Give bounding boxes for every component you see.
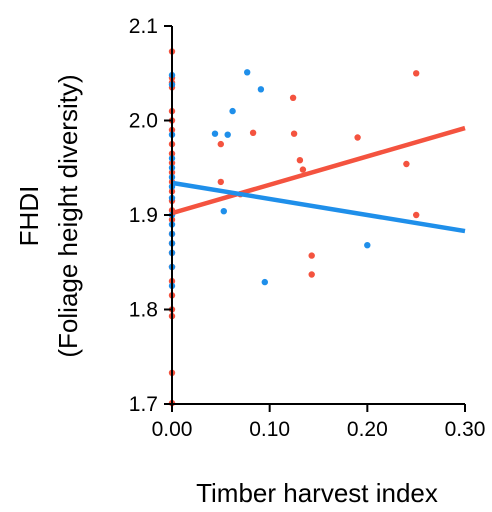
data-point-series-1 (217, 178, 224, 186)
y-tick-label: 1.7 (129, 393, 158, 416)
data-point-series-1 (403, 160, 410, 168)
data-point-series-2 (257, 86, 265, 93)
x-tick-label: 0.20 (347, 418, 388, 441)
data-point-series-1 (290, 130, 298, 137)
data-point-series-1 (308, 252, 315, 259)
y-axis-title-line-1: FHDI (14, 186, 44, 247)
data-point-series-2 (211, 130, 219, 137)
x-tick-label: 0.00 (152, 418, 193, 441)
points-layer (168, 48, 420, 407)
y-axis-title-line-2: (Foliage height diversity) (53, 74, 83, 357)
y-tick-label: 2.1 (129, 15, 158, 38)
y-tick-label: 2.0 (129, 110, 158, 133)
data-point-series-2 (261, 278, 268, 286)
y-tick-label: 1.8 (129, 299, 158, 322)
fit-line-series-2 (171, 180, 466, 234)
data-point-series-2 (220, 208, 227, 215)
data-point-series-1 (354, 134, 361, 141)
data-point-series-1 (249, 129, 257, 136)
data-point-series-2 (364, 242, 371, 249)
data-point-series-2 (244, 69, 251, 76)
x-axis-title: Timber harvest index (196, 478, 438, 508)
x-tick-label: 0.30 (445, 418, 486, 441)
data-point-series-1 (289, 94, 297, 102)
data-point-series-1 (299, 166, 307, 173)
data-point-series-1 (217, 140, 224, 148)
data-point-series-1 (413, 70, 420, 77)
axes-layer: 1.7 1.8 1.9 2.0 2.1 0.00 0.10 0.20 0.30 (129, 15, 486, 441)
data-point-series-2 (229, 107, 236, 115)
data-point-series-1 (296, 157, 304, 164)
fit-line-series-1 (171, 125, 466, 216)
fit-lines-layer (171, 125, 466, 234)
data-point-series-2 (224, 131, 231, 138)
y-tick-label: 1.9 (129, 204, 158, 227)
data-point-series-1 (308, 271, 315, 278)
data-point-series-1 (413, 211, 420, 219)
x-tick-label: 0.10 (249, 418, 290, 441)
